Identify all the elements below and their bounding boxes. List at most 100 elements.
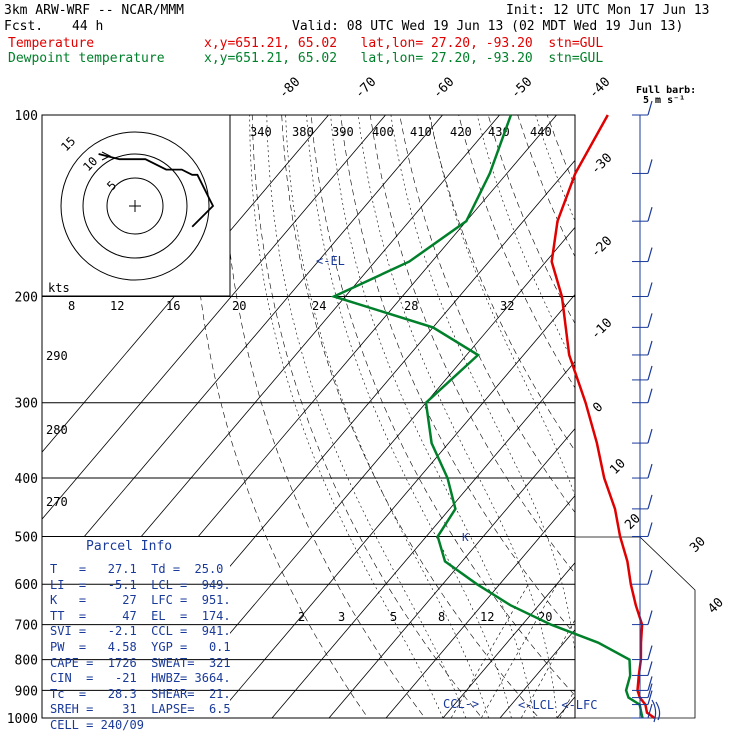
isotherm-label: -20 <box>588 234 615 261</box>
hodograph-start-marker <box>101 151 112 161</box>
isotherm <box>717 87 740 730</box>
wind-barb <box>647 522 653 537</box>
model-title: 3km ARW-WRF -- NCAR/MMM <box>4 3 185 18</box>
temperature-location-info: x,y=651.21, 65.02 lat,lon= 27.20, -93.20… <box>204 36 604 51</box>
moist-adiabat <box>694 115 740 718</box>
isotherm <box>328 427 575 718</box>
pressure-tick-label: 300 <box>15 397 38 412</box>
dry-adiabat <box>310 115 575 696</box>
barb-legend-title: Full barb: <box>636 85 696 96</box>
wind-barb <box>647 690 653 705</box>
pressure-tick-label: 500 <box>15 530 38 545</box>
moist-adiabat <box>285 115 489 718</box>
frame-extension <box>574 480 696 719</box>
dewpoint-location-info: x,y=651.21, 65.02 lat,lon= 27.20, -93.20… <box>204 51 604 66</box>
hodograph-ring <box>106 177 164 235</box>
wind-barb <box>647 645 653 660</box>
theta-label: 380 <box>292 125 314 139</box>
dry-adiabat <box>653 87 740 730</box>
forecast-hour: 44 h <box>72 19 104 34</box>
parcel-info-row: K = 27 LFC = 951. <box>50 593 231 608</box>
ccl-annotation: CCL-> <box>443 697 479 711</box>
isotherm-label: -10 <box>588 316 615 343</box>
dry-adiabat <box>458 115 575 389</box>
wind-barb <box>647 282 653 297</box>
wind-barb <box>647 247 653 262</box>
mixing-ratio-label: 12 <box>110 299 124 313</box>
parcel-info-row: PW = 4.58 YGP = 0.1 <box>50 640 231 654</box>
mixing-ratio-label: 12 <box>480 610 494 624</box>
mixing-ratio-label: 5 <box>390 610 397 624</box>
dry-adiabat <box>517 115 575 258</box>
isotherm-label: -30 <box>588 151 615 178</box>
pressure-tick-label: 800 <box>15 654 38 669</box>
dewpoint-profile <box>330 114 644 719</box>
dry-adiabat <box>596 87 740 730</box>
pressure-tick-label: 700 <box>15 619 38 634</box>
parcel-info-row: TT = 47 EL = 174. <box>50 608 231 623</box>
lcl-lfc-annotation: <-LCL <-LFC <box>518 698 597 712</box>
moist-adiabat <box>429 115 575 498</box>
wind-barb <box>647 159 653 174</box>
mixing-ratio-label: 28 <box>404 299 418 313</box>
dry-adiabat <box>222 115 426 718</box>
moist-adiabat <box>249 115 444 718</box>
parcel-info-title: Parcel Info <box>86 539 173 554</box>
isotherm-label: -70 <box>352 75 379 102</box>
plot-frame <box>41 114 576 719</box>
wind-barb <box>647 494 653 510</box>
isotherm-label: 30 <box>687 534 709 556</box>
wind-barb <box>647 388 653 403</box>
el-annotation: <-EL <box>316 254 345 268</box>
theta-label: 440 <box>530 125 552 139</box>
theta-label: 340 <box>250 125 272 139</box>
isotherm <box>603 87 740 730</box>
pressure-tick-label: 200 <box>15 291 38 306</box>
pressure-tick-label: 100 <box>15 109 38 124</box>
isotherm <box>42 115 387 520</box>
theta-label: 390 <box>332 125 354 139</box>
isotherm <box>42 115 330 453</box>
isotherm <box>214 293 575 718</box>
wind-barb <box>647 703 653 719</box>
pressure-tick-label: 400 <box>15 472 38 487</box>
mixing-ratio-label: 8 <box>68 299 75 313</box>
mixing-ratio-label: 32 <box>500 299 514 313</box>
theta-label: 400 <box>372 125 394 139</box>
isotherm-label: -40 <box>586 75 613 102</box>
isotherm-label: -50 <box>508 75 535 102</box>
moist-adiabat <box>330 115 535 718</box>
isotherm <box>442 562 575 718</box>
theta-label: 270 <box>46 495 68 509</box>
wind-barb <box>647 207 653 222</box>
isotherm-label: 40 <box>705 595 727 617</box>
valid-time: Valid: 08 UTC Wed 19 Jun 13 (02 MDT Wed … <box>292 19 684 34</box>
parcel-info-row: CAPE = 1726 SWEAT= 321 <box>50 655 231 670</box>
wind-barb-surface <box>651 699 661 723</box>
wind-barb <box>647 428 653 444</box>
hodograph-trace <box>98 153 215 228</box>
background-grid <box>42 87 740 730</box>
init-time: Init: 12 UTC Mon 17 Jun 13 <box>506 3 710 18</box>
hodograph-ring <box>60 131 210 281</box>
moist-adiabat <box>358 115 558 718</box>
isotherm-label: -80 <box>276 75 303 102</box>
temperature-profile <box>550 114 656 720</box>
theta-label: 410 <box>410 125 432 139</box>
wind-barb <box>647 683 653 698</box>
parcel-marker-icon: K <box>462 531 469 544</box>
isotherm-label: -60 <box>430 75 457 102</box>
moist-adiabat <box>535 115 575 222</box>
parcel-info-row: CIN = -21 HWBZ= 3664. <box>50 671 231 686</box>
mixing-ratio-label: 20 <box>232 299 246 313</box>
hodograph-ring <box>82 153 188 259</box>
pressure-tick-label: 900 <box>15 684 38 699</box>
isotherm-label: 10 <box>607 456 629 478</box>
parcel-info-row: CELL = 240/09 <box>50 718 144 732</box>
wind-barb <box>647 570 653 585</box>
dry-adiabat <box>681 87 740 730</box>
dry-adiabat <box>710 87 740 730</box>
dry-adiabat <box>369 115 575 575</box>
pressure-tick-label: 600 <box>15 578 38 593</box>
isotherm <box>660 87 740 730</box>
